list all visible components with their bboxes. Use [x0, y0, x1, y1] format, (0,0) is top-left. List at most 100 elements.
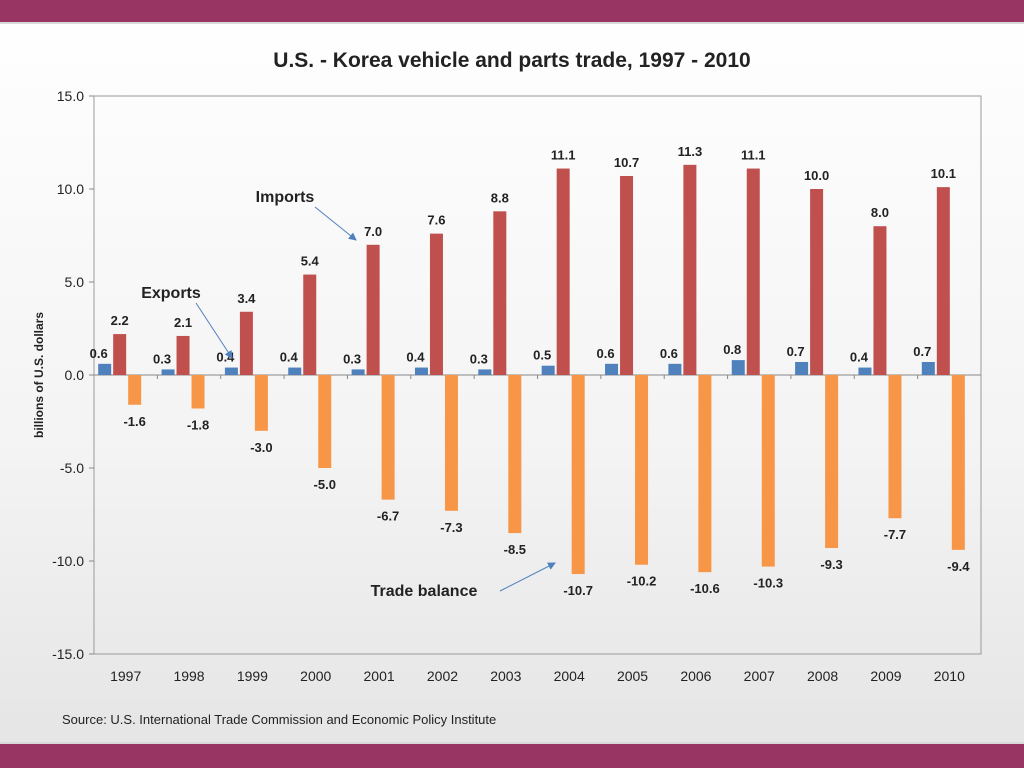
- top-accent-band: [0, 0, 1024, 22]
- annotation-exports: Exports: [141, 285, 201, 302]
- data-label-exports: 0.4: [406, 350, 425, 365]
- x-tick-label: 1999: [237, 668, 268, 684]
- y-tick-label: -10.0: [52, 553, 84, 569]
- bar-trade-balance: [444, 375, 458, 511]
- bar-trade-balance: [698, 375, 712, 573]
- bottom-accent-band: [0, 744, 1024, 768]
- data-label-exports: 0.8: [723, 342, 741, 357]
- annotations: Imports Exports Trade balance: [141, 189, 556, 600]
- bar-trade-balance: [825, 375, 839, 548]
- bar-trade-balance: [254, 375, 268, 431]
- x-tick-label: 2002: [427, 668, 458, 684]
- bar-imports: [176, 335, 190, 375]
- bar-imports: [493, 211, 507, 375]
- bar-imports: [810, 189, 824, 375]
- source-note: Source: U.S. International Trade Commiss…: [62, 712, 497, 727]
- data-label-imports: 11.1: [551, 148, 576, 163]
- data-label-trade-balance: -9.3: [820, 557, 842, 572]
- data-label-imports: 10.0: [804, 168, 829, 183]
- x-tick-label: 1997: [110, 668, 141, 684]
- bar-exports: [605, 363, 619, 375]
- data-label-trade-balance: -7.7: [884, 527, 906, 542]
- data-label-trade-balance: -1.8: [187, 417, 209, 432]
- y-axis-title: billions of U.S. dollars: [32, 312, 46, 438]
- annotation-arrow: [195, 302, 233, 359]
- data-label-trade-balance: -3.0: [250, 440, 272, 455]
- annotation-arrow: [499, 562, 556, 592]
- data-label-trade-balance: -9.4: [947, 559, 970, 574]
- bar-trade-balance: [508, 375, 522, 534]
- data-label-exports: 0.6: [596, 346, 614, 361]
- y-tick-label: 5.0: [65, 274, 85, 290]
- bar-trade-balance: [381, 375, 395, 500]
- bar-imports: [303, 274, 317, 375]
- data-label-imports: 5.4: [301, 254, 320, 269]
- bar-exports: [351, 369, 365, 375]
- data-label-imports: 11.3: [678, 144, 703, 159]
- bar-exports: [478, 369, 492, 375]
- data-label-exports: 0.4: [216, 350, 235, 365]
- bar-trade-balance: [191, 375, 205, 409]
- data-label-trade-balance: -10.2: [627, 574, 657, 589]
- bar-exports: [668, 363, 682, 375]
- bar-exports: [795, 361, 809, 375]
- data-label-exports: 0.6: [90, 346, 108, 361]
- x-tick-label: 2005: [617, 668, 648, 684]
- data-label-imports: 8.0: [871, 205, 889, 220]
- data-label-imports: 11.1: [741, 148, 766, 163]
- bar-trade-balance: [761, 375, 775, 567]
- x-tick-label: 2006: [680, 668, 711, 684]
- data-label-imports: 10.7: [614, 155, 639, 170]
- data-label-trade-balance: -6.7: [377, 509, 399, 524]
- x-tick-label: 2003: [490, 668, 521, 684]
- data-label-imports: 2.2: [111, 313, 129, 328]
- bar-trade-balance: [128, 375, 142, 405]
- chart-title: U.S. - Korea vehicle and parts trade, 19…: [273, 49, 750, 72]
- bar-imports: [936, 187, 950, 375]
- annotation-imports: Imports: [256, 189, 315, 206]
- x-tick-label: 2008: [807, 668, 838, 684]
- bar-series: [98, 164, 965, 575]
- bar-trade-balance: [318, 375, 332, 468]
- bar-exports: [161, 369, 175, 375]
- data-label-trade-balance: -5.0: [314, 477, 336, 492]
- x-axis: 1997 1998 1999 2000 2001 2002 2003 2004 2005 2006…: [110, 375, 965, 684]
- top-accent-divider: [0, 22, 1024, 24]
- bottom-accent-divider: [0, 742, 1024, 744]
- x-tick-label: 2010: [934, 668, 965, 684]
- data-label-imports: 10.1: [931, 166, 956, 181]
- data-label-trade-balance: -10.3: [753, 576, 783, 591]
- y-tick-label: 0.0: [65, 367, 85, 383]
- bar-imports: [239, 311, 253, 375]
- bar-exports: [98, 363, 112, 375]
- data-label-trade-balance: -10.6: [690, 581, 720, 596]
- y-tick-label: -15.0: [52, 646, 84, 662]
- y-tick-label: -5.0: [60, 460, 84, 476]
- data-label-imports: 2.1: [174, 315, 192, 330]
- bar-imports: [429, 233, 443, 375]
- data-label-trade-balance: -8.5: [504, 542, 526, 557]
- data-label-imports: 3.4: [237, 291, 256, 306]
- annotation-arrow: [314, 206, 357, 241]
- x-tick-label: 2009: [870, 668, 901, 684]
- data-label-imports: 7.0: [364, 224, 382, 239]
- bar-trade-balance: [635, 375, 649, 565]
- data-label-exports: 0.7: [913, 344, 931, 359]
- bar-imports: [620, 175, 634, 375]
- bar-trade-balance: [951, 375, 965, 550]
- data-label-exports: 0.4: [280, 350, 299, 365]
- bar-exports: [288, 367, 302, 375]
- data-label-exports: 0.3: [343, 351, 361, 366]
- bar-imports: [366, 244, 380, 375]
- bar-exports: [858, 367, 872, 375]
- data-label-exports: 0.6: [660, 346, 678, 361]
- bar-trade-balance: [888, 375, 902, 519]
- data-label-imports: 8.8: [491, 190, 509, 205]
- data-label-exports: 0.7: [787, 344, 805, 359]
- y-tick-label: 15.0: [57, 88, 84, 104]
- bar-imports: [556, 168, 570, 375]
- data-label-exports: 0.3: [153, 351, 171, 366]
- bar-exports: [224, 367, 238, 375]
- x-tick-label: 1998: [173, 668, 204, 684]
- bar-exports: [731, 360, 745, 375]
